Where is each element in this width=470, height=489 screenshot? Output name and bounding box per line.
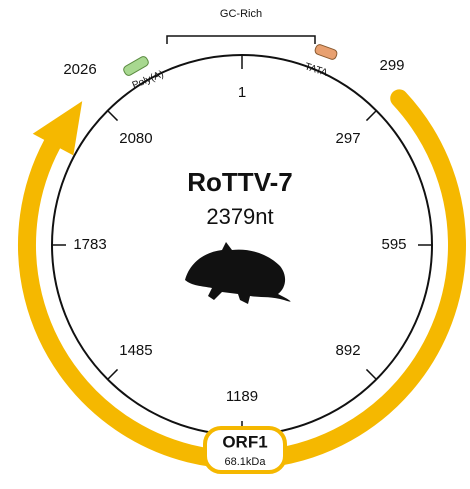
tick-label: 892 <box>336 342 361 359</box>
tick-mark <box>107 110 119 122</box>
tick-mark <box>107 368 119 380</box>
tata-box <box>314 44 338 60</box>
ticks: 1 297 595 892 1189 1485 1783 2080 <box>52 55 432 435</box>
tick-label: 1 <box>238 84 246 101</box>
genome-name: RoTTV-7 <box>187 167 292 197</box>
orf-arrowhead <box>32 101 83 156</box>
tick-mark <box>365 110 377 122</box>
tata-label: TATA <box>303 61 329 79</box>
orf-box <box>203 426 287 474</box>
tick-label: 1783 <box>73 236 106 253</box>
polya-box <box>123 56 149 76</box>
tick-label: 1485 <box>119 342 152 359</box>
orf-end-label: 2026 <box>63 61 96 78</box>
orf-name: ORF1 <box>222 432 267 451</box>
tick-mark <box>365 368 377 380</box>
tick-label: 297 <box>336 130 361 147</box>
orf-mass: 68.1kDa <box>225 456 267 468</box>
orf-label-box: ORF1 68.1kDa <box>203 426 287 474</box>
tick-label: 1189 <box>226 388 258 405</box>
genome-length: 2379nt <box>206 204 273 229</box>
tick-label: 2080 <box>119 130 152 147</box>
orf-start-label: 299 <box>379 57 404 74</box>
rat-silhouette <box>185 242 291 304</box>
tick-label: 595 <box>381 236 406 253</box>
gc-rich-bracket <box>166 35 316 44</box>
gc-rich-label: GC-Rich <box>220 8 262 20</box>
